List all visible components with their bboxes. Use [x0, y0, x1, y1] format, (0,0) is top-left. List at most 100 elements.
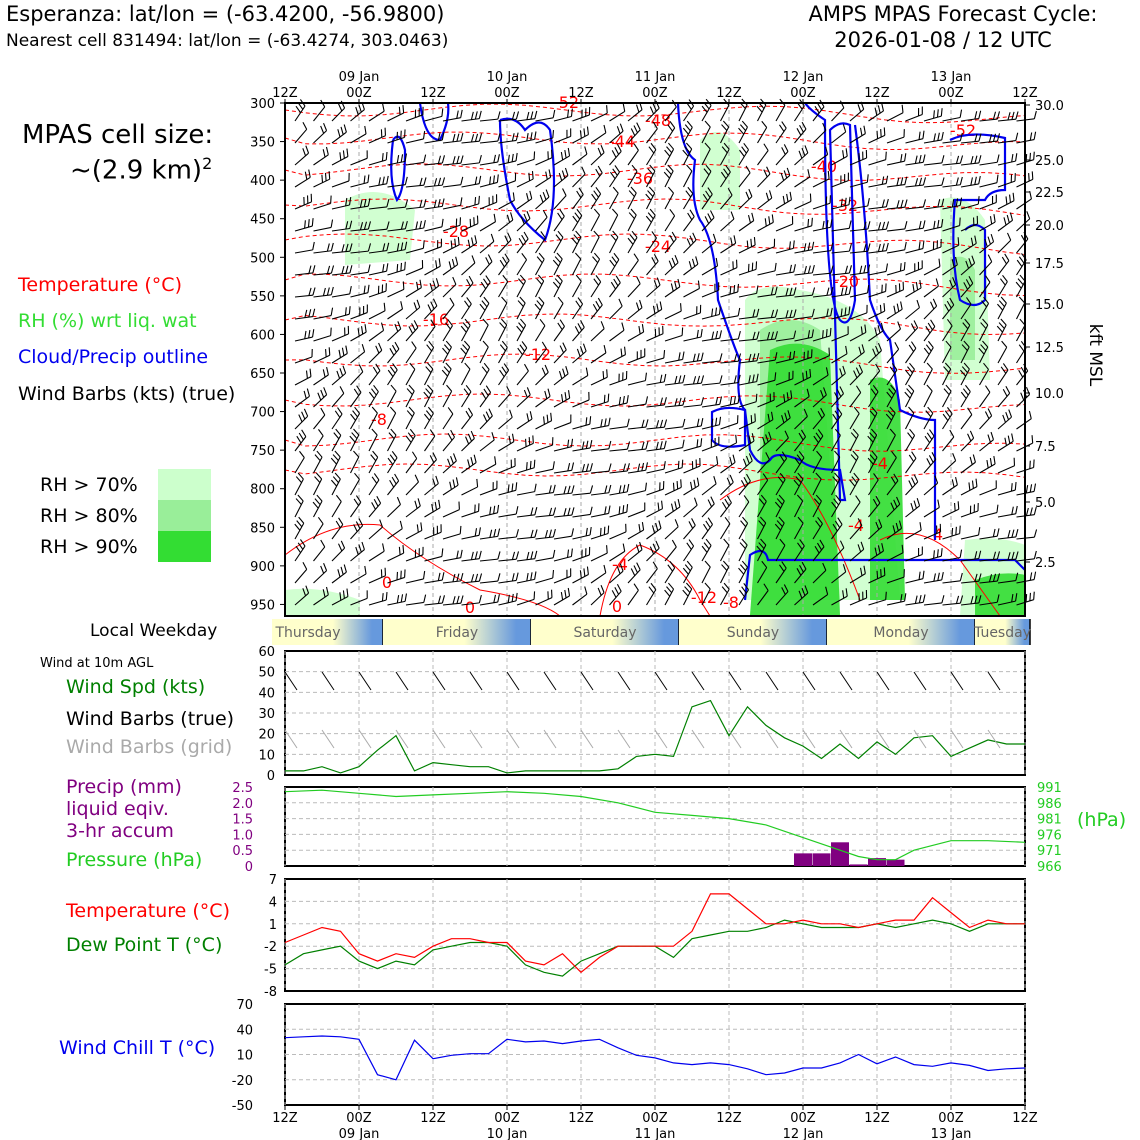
wind-barb-staff: [479, 601, 498, 606]
wind-barb: [553, 296, 564, 320]
wind-barb-staff: [701, 403, 720, 408]
wind-barb: [387, 261, 406, 276]
isotherm-solid-2: [719, 477, 861, 601]
cycle-date: 2026-01-08 / 12 UTC: [834, 28, 1052, 52]
wind-barb-flag: [674, 281, 678, 290]
wind-barb-flag: [519, 274, 526, 282]
wind-barb-staff: [905, 327, 919, 342]
wind-barb-staff: [331, 313, 350, 320]
wind-barb-staff: [775, 545, 786, 562]
wind-barb-staff: [442, 224, 461, 232]
wind-barb-flag: [1005, 385, 1011, 394]
wind-barb-staff: [683, 382, 702, 386]
wind-barb-flag: [793, 309, 797, 318]
wind-barb-flag: [372, 450, 379, 458]
wind-barb-staff: [590, 304, 603, 320]
wind-barb-staff: [479, 181, 498, 188]
wind-barb-staff: [313, 414, 326, 430]
wind-barb-flag: [922, 199, 927, 208]
wind-barb-staff: [313, 203, 331, 210]
wind-barb-flag: [806, 388, 810, 397]
wind-barb: [609, 371, 628, 386]
wind-barb-staff: [960, 223, 978, 232]
wind-barb-flag: [682, 397, 686, 406]
wind-barb-flag: [770, 287, 774, 296]
wind-barb-flag: [908, 480, 913, 488]
wind-barb-staff: [886, 328, 901, 342]
wind-barb: [405, 362, 416, 386]
wind-barb-flag: [875, 495, 881, 504]
wind-barb: [720, 259, 738, 276]
wind-barb: [1016, 296, 1026, 320]
wind-barb-staff: [424, 459, 437, 474]
wind-barb-flag: [888, 388, 895, 396]
wind-barb-flag: [1018, 256, 1025, 264]
wind-barb-flag: [325, 586, 329, 595]
wind-barb-flag: [761, 560, 768, 568]
wind-barb-flag: [756, 308, 760, 317]
wind-barb: [720, 331, 741, 342]
wind-barb-flag: [639, 541, 643, 550]
wind-barb: [960, 340, 970, 364]
wind-barb: [442, 501, 460, 518]
wind-barb: [294, 408, 309, 430]
wind-barb-staff: [350, 573, 367, 584]
wind-barb-flag: [911, 477, 916, 485]
wind-barb-flag: [768, 216, 771, 225]
wind-barb-staff: [979, 580, 998, 584]
wind-barb: [794, 287, 816, 298]
wind-barb-flag: [801, 147, 806, 156]
wind-barb-flag: [1033, 529, 1038, 538]
wind-barb-flag: [443, 344, 450, 352]
wind-barb: [627, 462, 649, 474]
wind-barb: [387, 153, 408, 166]
wind-barb: [683, 418, 704, 430]
wind-barb-staff: [738, 460, 753, 474]
wind-barb: [627, 122, 641, 144]
wind-barb-staff: [738, 480, 751, 496]
wind-barb-flag: [867, 221, 871, 230]
wind-barb: [664, 209, 676, 232]
wind-barb-flag: [890, 384, 897, 392]
wind-barb: [664, 519, 679, 540]
wind-barb-staff: [387, 504, 401, 518]
wind10m-barb-grid: [469, 729, 483, 749]
wind-barb-staff: [1016, 198, 1032, 210]
wind-barb-flag: [641, 441, 645, 450]
wind-barb: [294, 516, 305, 540]
wind-barb-flag: [626, 395, 629, 404]
wind-barb: [812, 265, 834, 276]
wind-barb-flag: [610, 234, 617, 241]
wind-barb: [313, 539, 326, 562]
wind-barb-flag: [992, 573, 997, 582]
wind-barb: [849, 324, 867, 342]
wind-barb: [682, 120, 693, 144]
wind-barb-staff: [590, 328, 605, 342]
wind-barb: [942, 176, 963, 188]
wind-barb-staff: [442, 390, 453, 408]
wind-barb: [553, 507, 575, 518]
wind-barb-flag: [345, 243, 349, 252]
wind-barb: [794, 388, 810, 408]
wind-barb-flag: [396, 155, 400, 164]
wind-barb-flag: [345, 345, 348, 354]
wind-barb-flag: [768, 190, 773, 199]
wind-barb-flag: [851, 476, 858, 484]
wind-barb: [738, 142, 749, 166]
wind-barb-staff: [664, 426, 683, 430]
wind-barb-flag: [822, 220, 825, 230]
wind-barb-staff: [923, 482, 938, 496]
wind-barb: [646, 254, 659, 276]
wind-barb-staff: [942, 225, 960, 232]
wind-barb-staff: [627, 307, 643, 320]
wind-barb-staff: [350, 549, 365, 562]
wind-barb: [979, 275, 991, 298]
wind-barb-staff: [627, 509, 645, 518]
wind-barb-flag: [988, 134, 993, 143]
wind-barb: [886, 569, 905, 584]
wind-barb: [923, 340, 934, 364]
wind-barb: [312, 494, 323, 518]
wind-barb: [405, 498, 421, 518]
wind-barb: [812, 242, 834, 254]
wind-barb-flag: [420, 522, 423, 531]
